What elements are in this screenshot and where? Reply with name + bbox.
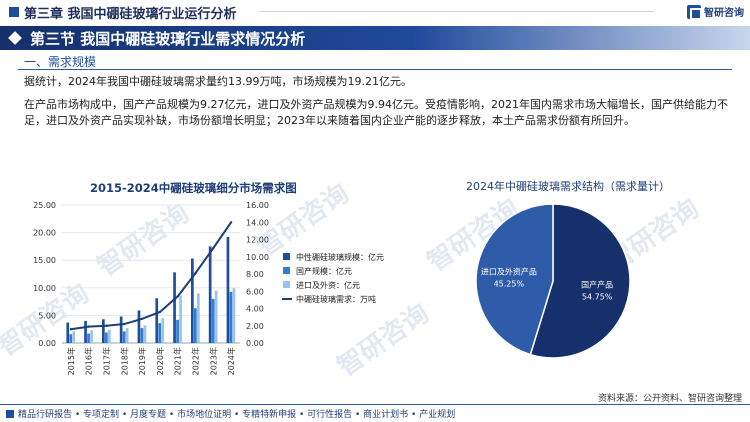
x-tick-label: 2022年 — [191, 347, 201, 375]
pie-slice — [475, 203, 554, 356]
demand-line — [70, 221, 232, 331]
y-tick-label-right: 4.00 — [246, 305, 264, 314]
bar — [226, 236, 230, 343]
line-point — [105, 324, 108, 327]
x-tick-label: 2021年 — [173, 347, 183, 375]
bar — [194, 308, 197, 343]
y-tick-label-left: 10.00 — [33, 284, 56, 293]
bar — [161, 318, 165, 343]
x-tick-label: 2020年 — [155, 347, 165, 375]
paragraph-detail: 在产品市场构成中，国产产品规模为9.27亿元，进口及外资产品规模为9.94亿元。… — [24, 98, 728, 127]
bar — [211, 298, 215, 343]
pie-slice — [529, 203, 631, 359]
pie-slice-label: 国产产品 — [581, 280, 613, 290]
x-tick-label: 2018年 — [119, 347, 129, 375]
bar — [229, 291, 233, 343]
line-point — [140, 317, 144, 321]
bar — [125, 328, 129, 343]
bar — [119, 316, 123, 343]
x-tick-label: 2017年 — [102, 347, 112, 375]
x-tick-label: 2016年 — [84, 347, 94, 375]
y-tick-label-left: 15.00 — [33, 256, 56, 265]
bar — [140, 328, 144, 343]
bar — [173, 272, 176, 343]
line-point — [194, 271, 197, 275]
bar — [197, 293, 200, 343]
bar — [176, 319, 179, 343]
bar — [66, 322, 70, 343]
footer-bar: 精品行研报告 • 专项定制 • 月度专题 • 市场地位证明 • 专精特新申报 •… — [0, 404, 750, 422]
x-tick-label: 2015年 — [66, 347, 76, 375]
y-tick-label-right: 14.00 — [246, 218, 269, 227]
header-square-icon — [9, 7, 19, 17]
brand-logo: 智研咨询 — [687, 4, 744, 20]
bar — [84, 320, 87, 343]
bar — [105, 332, 108, 343]
x-tick-label: 2019年 — [137, 347, 147, 375]
legend-label: 进口及外资：亿元 — [296, 280, 360, 290]
bar — [158, 323, 162, 343]
legend-swatch — [283, 253, 290, 260]
bar — [191, 258, 194, 343]
legend-swatch — [283, 281, 290, 288]
x-tick-label: 2023年 — [208, 347, 218, 375]
logo-text: 智研咨询 — [704, 8, 744, 19]
legend-swatch — [283, 267, 290, 274]
logo-icon — [687, 4, 702, 20]
y-tick-label-right: 0.00 — [246, 339, 264, 348]
pie-slice-value: 54.75% — [582, 293, 613, 302]
section-banner: 第三节 我国中硼硅玻璃行业需求情况分析 — [0, 26, 750, 50]
y-tick-label-left: 20.00 — [33, 229, 56, 238]
bar — [137, 310, 141, 343]
bar — [214, 290, 218, 343]
source-note: 资料来源：公开资料、智研咨询整理 — [597, 394, 742, 404]
legend-label: 中性硼硅玻璃规模：亿元 — [296, 252, 384, 262]
bar — [122, 331, 126, 343]
bar — [87, 333, 90, 343]
line-point — [176, 295, 179, 298]
y-tick-label-right: 10.00 — [246, 253, 269, 262]
line-point — [87, 325, 90, 328]
x-tick-label: 2024年 — [226, 347, 236, 375]
top-header: 第三章 我国中硼硅玻璃行业运行分析 智研咨询 — [0, 0, 750, 24]
y-tick-label-right: 6.00 — [246, 287, 264, 296]
bar-chart-title: 2015-2024中硼硅玻璃细分市场需求图 — [90, 181, 297, 195]
footer-links[interactable]: 精品行研报告 • 专项定制 • 月度专题 • 市场地位证明 • 专精特新申报 •… — [18, 410, 456, 420]
y-tick-label-left: 5.00 — [38, 311, 56, 320]
chapter-title: 第三章 我国中硼硅玻璃行业运行分析 — [24, 7, 237, 22]
y-tick-label-right: 12.00 — [246, 236, 269, 245]
y-tick-label-left: 0.00 — [38, 339, 56, 348]
bar — [102, 319, 105, 343]
pie-slice-label: 进口及外资产品 — [481, 266, 537, 276]
y-tick-label-right: 16.00 — [246, 201, 269, 210]
bar — [72, 331, 76, 343]
y-tick-label-right: 8.00 — [246, 270, 264, 279]
legend-label: 中硼硅玻璃需求：万吨 — [296, 294, 376, 304]
footer-square-icon — [6, 410, 14, 418]
pie-chart-title: 2024年中硼硅玻璃需求结构（需求量计） — [466, 180, 670, 193]
line-point — [229, 221, 233, 224]
y-tick-label-left: 25.00 — [33, 201, 56, 210]
line-point — [123, 322, 126, 326]
banner-title: 第三节 我国中硼硅玻璃行业需求情况分析 — [30, 30, 306, 48]
bar — [143, 325, 147, 343]
bar — [90, 330, 93, 343]
y-tick-label-right: 2.00 — [246, 322, 264, 331]
line-point — [212, 246, 215, 250]
bar — [208, 246, 212, 343]
bar — [232, 288, 236, 343]
bar — [69, 334, 73, 343]
paragraph-summary: 据统计，2024年我国中硼硅玻璃需求量约13.99万吨，市场规模为19.21亿元… — [24, 75, 412, 88]
pie-slice-value: 45.25% — [494, 279, 525, 288]
line-point — [158, 310, 162, 314]
bar — [155, 298, 159, 343]
subsection-divider — [18, 69, 732, 70]
bar — [108, 329, 111, 343]
line-point — [69, 328, 73, 331]
header-divider — [260, 11, 654, 12]
bar — [179, 295, 182, 343]
legend-label: 国产规模：亿元 — [296, 266, 352, 276]
subsection-title: 一、需求规模 — [24, 55, 97, 69]
